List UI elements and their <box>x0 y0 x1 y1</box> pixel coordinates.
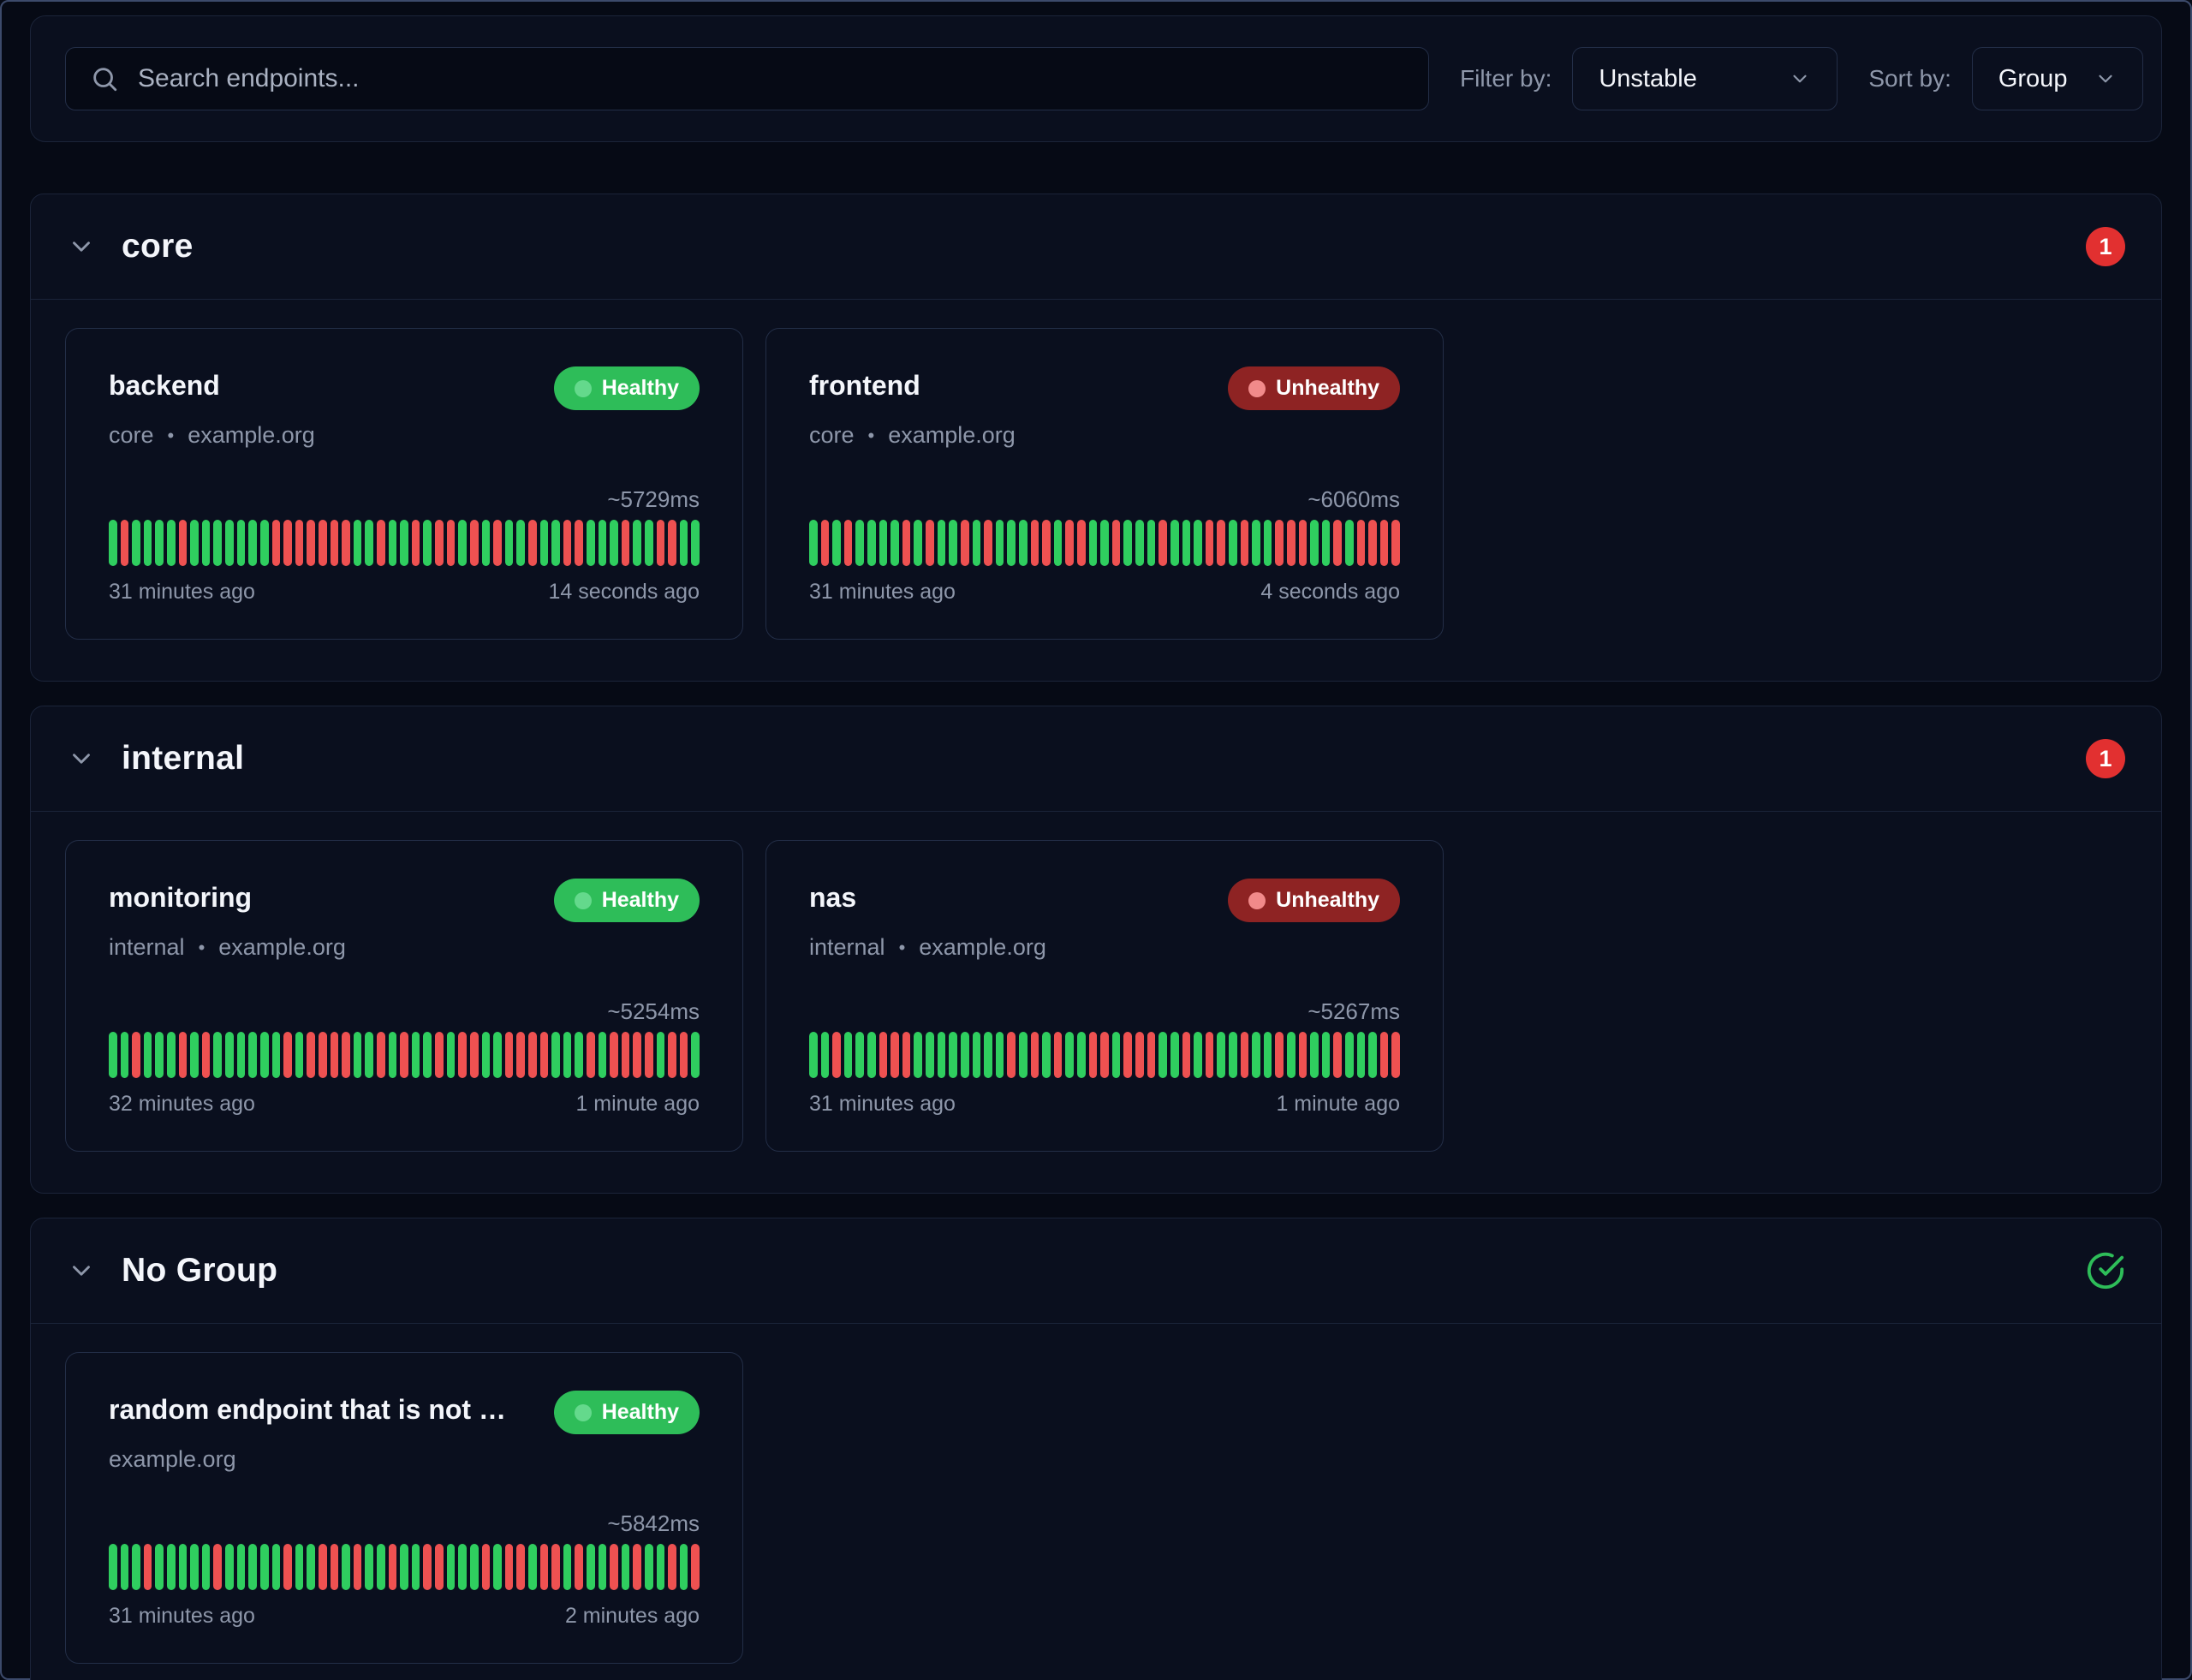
status-badge: Unhealthy <box>1228 879 1400 922</box>
all-healthy-check-icon <box>2086 1251 2125 1290</box>
unhealthy-count-badge: 1 <box>2086 227 2125 266</box>
endpoint-subtitle: internal • example.org <box>809 934 1046 960</box>
response-time: ~5842ms <box>607 1510 700 1536</box>
endpoint-subtitle: example.org <box>109 1446 236 1472</box>
uptime-bar-chart[interactable] <box>109 1032 700 1078</box>
search-box[interactable] <box>65 47 1429 110</box>
filter-by-label: Filter by: <box>1460 65 1552 92</box>
response-time: ~5729ms <box>607 486 700 512</box>
uptime-bar-chart[interactable] <box>109 1544 700 1590</box>
status-badge: Unhealthy <box>1228 366 1400 410</box>
group-internal: internal 1 monitoring Healthy internal •… <box>30 706 2162 1194</box>
status-badge: Healthy <box>553 879 700 922</box>
sort-select[interactable]: Group <box>1971 47 2143 110</box>
endpoint-card-nas[interactable]: nas Unhealthy internal • example.org ~52… <box>765 840 1444 1152</box>
endpoint-name: random endpoint that is not part... <box>109 1394 520 1425</box>
group-no-group: No Group random endpoint that is not par… <box>30 1218 2162 1680</box>
dot-separator: • <box>198 936 206 958</box>
group-header-core[interactable]: core 1 <box>31 194 2161 300</box>
sort-by-label: Sort by: <box>1868 65 1951 92</box>
status-dot-icon <box>574 1403 592 1421</box>
search-input[interactable] <box>138 64 1404 93</box>
status-badge: Healthy <box>553 366 700 410</box>
group-title: internal <box>122 740 245 777</box>
filter-control: Filter by: Unstable <box>1460 47 1838 110</box>
dot-separator: • <box>167 424 175 446</box>
endpoint-name: frontend <box>809 370 920 401</box>
time-range: 31 minutes ago 14 seconds ago <box>109 580 700 604</box>
endpoint-card-backend[interactable]: backend Healthy core • example.org ~5729… <box>65 328 743 640</box>
group-title: No Group <box>122 1252 278 1289</box>
endpoint-card-frontend[interactable]: frontend Unhealthy core • example.org ~6… <box>765 328 1444 640</box>
endpoint-name: nas <box>809 882 857 913</box>
endpoint-name: backend <box>109 370 220 401</box>
endpoint-subtitle: internal • example.org <box>109 934 346 960</box>
unhealthy-count-badge: 1 <box>2086 739 2125 778</box>
time-range: 31 minutes ago 4 seconds ago <box>809 580 1400 604</box>
chevron-down-icon <box>2099 74 2112 83</box>
time-range: 31 minutes ago 2 minutes ago <box>109 1604 700 1628</box>
endpoint-card-monitoring[interactable]: monitoring Healthy internal • example.or… <box>65 840 743 1152</box>
sort-select-value: Group <box>1998 64 2068 92</box>
status-dot-icon <box>574 379 592 397</box>
response-time: ~5267ms <box>1307 998 1400 1024</box>
sort-control: Sort by: Group <box>1868 47 2143 110</box>
chevron-down-icon <box>1793 74 1807 83</box>
endpoint-subtitle: core • example.org <box>109 422 315 448</box>
group-core: core 1 backend Healthy core • example.or… <box>30 194 2162 682</box>
uptime-bar-chart[interactable] <box>109 520 700 566</box>
group-header-no-group[interactable]: No Group <box>31 1218 2161 1324</box>
filter-select-value: Unstable <box>1599 64 1697 92</box>
group-title: core <box>122 228 194 265</box>
search-icon <box>93 68 117 92</box>
dot-separator: • <box>898 936 906 958</box>
group-header-internal[interactable]: internal 1 <box>31 706 2161 812</box>
endpoint-subtitle: core • example.org <box>809 422 1016 448</box>
uptime-bar-chart[interactable] <box>809 1032 1401 1078</box>
chevron-down-icon <box>73 754 90 764</box>
uptime-bar-chart[interactable] <box>809 520 1401 566</box>
dot-separator: • <box>867 424 875 446</box>
filter-select[interactable]: Unstable <box>1572 47 1838 110</box>
chevron-down-icon <box>73 1266 90 1276</box>
group-cards: backend Healthy core • example.org ~5729… <box>31 300 2161 681</box>
chevron-down-icon <box>73 241 90 252</box>
status-badge: Healthy <box>553 1391 700 1434</box>
status-dot-icon <box>1248 379 1266 397</box>
endpoint-name: monitoring <box>109 882 253 913</box>
group-cards: random endpoint that is not part... Heal… <box>31 1324 2161 1680</box>
group-cards: monitoring Healthy internal • example.or… <box>31 812 2161 1193</box>
time-range: 31 minutes ago 1 minute ago <box>809 1092 1400 1116</box>
time-range: 32 minutes ago 1 minute ago <box>109 1092 700 1116</box>
status-dot-icon <box>1248 891 1266 909</box>
endpoint-card-random[interactable]: random endpoint that is not part... Heal… <box>65 1352 743 1664</box>
response-time: ~6060ms <box>1307 486 1400 512</box>
response-time: ~5254ms <box>607 998 700 1024</box>
status-dot-icon <box>574 891 592 909</box>
toolbar: Filter by: Unstable Sort by: Group <box>30 15 2162 142</box>
